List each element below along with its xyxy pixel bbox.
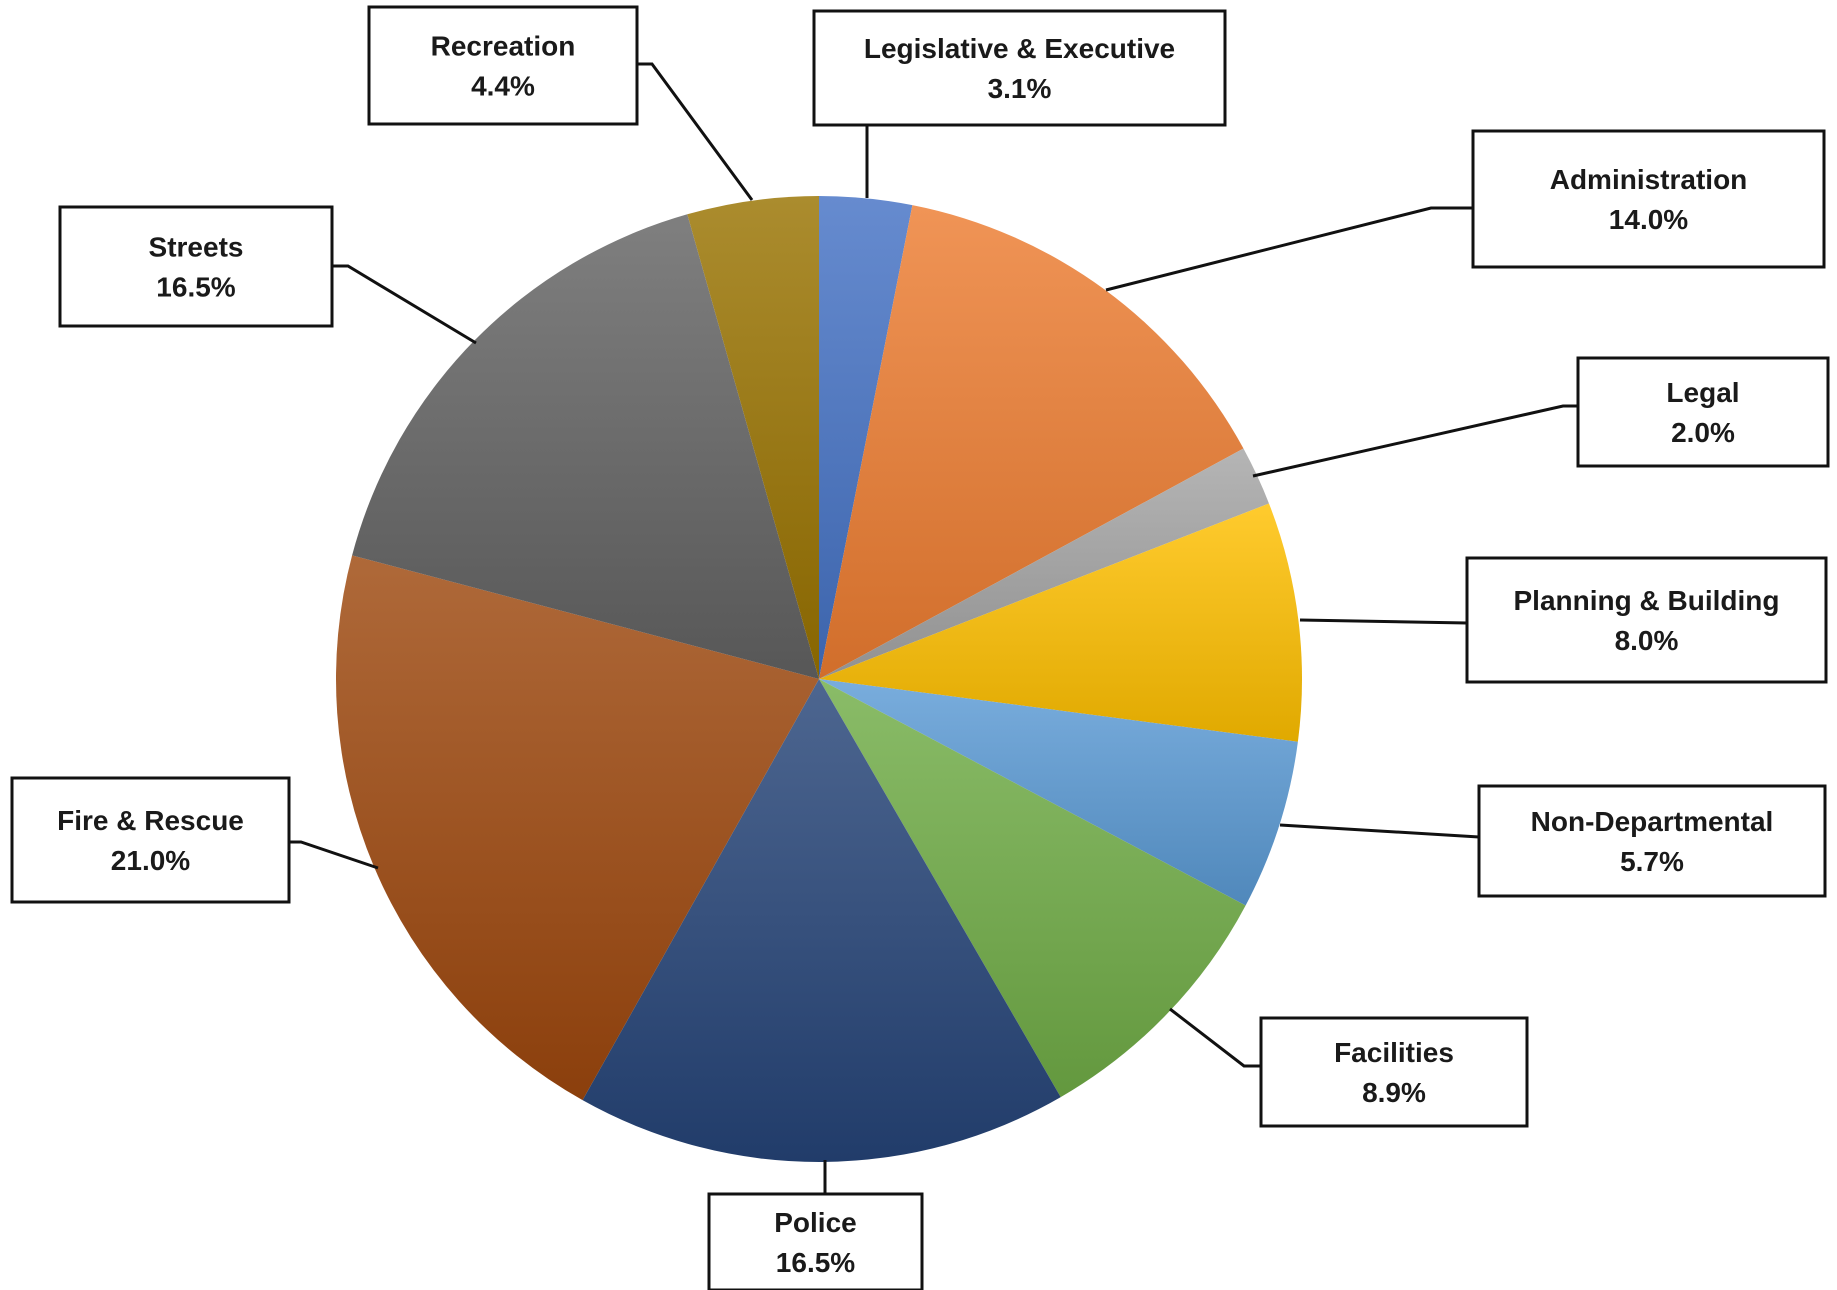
pie-slice-facilities [819,679,1246,1098]
data-label-value: 4.4% [471,71,535,102]
data-label-name: Streets [149,232,244,263]
data-label-non-departmental: Non-Departmental 5.7% [1477,784,1827,898]
leader-line-administration [1105,206,1473,292]
leader-line-fire-and-rescue [289,840,379,870]
leader-line-streets [332,264,477,345]
pie-slices [335,196,1303,1163]
data-label-recreation: Recreation 4.4% [367,5,639,126]
leader-line-non-departmental [1279,823,1480,839]
data-label-name: Administration [1550,164,1748,195]
leader-line-recreation [637,62,754,201]
data-label-box [812,9,1227,127]
data-label-box [707,1192,924,1290]
leader-line-facilities [1169,1007,1261,1068]
data-label-value: 16.5% [156,272,235,303]
data-label-name: Facilities [1334,1037,1454,1068]
leader-line-legal [1252,404,1578,478]
data-label-name: Fire & Rescue [57,805,244,836]
data-label-administration: Administration 14.0% [1471,129,1826,269]
data-label-box [1477,784,1827,898]
data-label-box [1471,129,1826,269]
data-label-legislative-and-executive: Legislative & Executive 3.1% [812,9,1227,127]
data-label-box [10,776,291,904]
pie-slice-streets [352,214,819,680]
pie-slice-legal [819,448,1269,679]
data-label-value: 16.5% [776,1247,855,1278]
data-label-box [1259,1016,1529,1128]
data-label-value: 5.7% [1620,846,1684,877]
pie-slice-administration [819,205,1244,679]
data-label-value: 3.1% [988,73,1052,104]
data-label-name: Legislative & Executive [864,33,1175,64]
pie-slice-police [582,679,1061,1163]
data-label-name: Non-Departmental [1531,806,1774,837]
data-label-box [1576,356,1830,468]
data-label-streets: Streets 16.5% [58,205,334,328]
data-label-facilities: Facilities 8.9% [1259,1016,1529,1128]
data-label-name: Planning & Building [1514,585,1780,616]
pie-slice-planning-and-building [819,503,1303,742]
data-label-value: 14.0% [1609,204,1688,235]
data-label-box [1465,556,1828,684]
data-label-value: 2.0% [1671,417,1735,448]
pie-slice-legislative-and-executive [819,196,913,679]
data-label-police: Police 16.5% [707,1192,924,1290]
pie-slice-recreation [687,196,819,679]
data-label-name: Police [774,1207,856,1238]
leader-lines [289,62,1578,1194]
pie-slice-non-departmental [819,679,1298,906]
data-label-name: Recreation [431,31,576,62]
data-label-value: 8.9% [1362,1077,1426,1108]
data-label-value: 21.0% [111,845,190,876]
leader-line-planning-and-building [1299,618,1468,625]
data-label-box [367,5,639,126]
data-label-value: 8.0% [1615,625,1679,656]
data-labels: Legislative & Executive 3.1% Administratio… [10,5,1830,1290]
data-label-box [58,205,334,328]
data-label-legal: Legal 2.0% [1576,356,1830,468]
data-label-name: Legal [1666,377,1739,408]
pie-slice-fire-and-rescue [335,555,819,1101]
data-label-fire-and-rescue: Fire & Rescue 21.0% [10,776,291,904]
data-label-planning-and-building: Planning & Building 8.0% [1465,556,1828,684]
